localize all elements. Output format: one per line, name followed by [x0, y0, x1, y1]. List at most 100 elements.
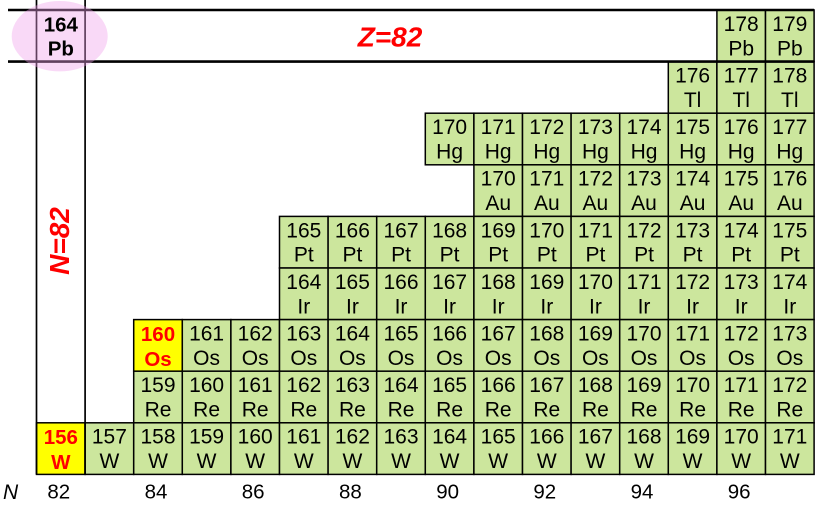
- svg-text:Z=82: Z=82: [357, 21, 423, 52]
- svg-text:Re: Re: [679, 399, 706, 422]
- svg-text:160: 160: [141, 323, 175, 346]
- svg-text:172: 172: [772, 374, 807, 397]
- svg-text:Re: Re: [193, 399, 220, 422]
- svg-text:Au: Au: [680, 192, 706, 215]
- svg-text:Os: Os: [193, 347, 220, 370]
- svg-text:166: 166: [481, 374, 516, 397]
- svg-text:Ir: Ir: [686, 295, 699, 318]
- svg-text:W: W: [342, 450, 362, 473]
- svg-text:157: 157: [92, 426, 127, 449]
- svg-text:159: 159: [189, 426, 224, 449]
- svg-text:Hg: Hg: [582, 141, 609, 164]
- svg-text:173: 173: [724, 271, 759, 294]
- svg-text:Re: Re: [145, 399, 172, 422]
- svg-text:163: 163: [335, 374, 370, 397]
- svg-text:168: 168: [481, 271, 516, 294]
- svg-text:164: 164: [335, 323, 370, 346]
- svg-text:W: W: [391, 450, 411, 473]
- svg-text:Ir: Ir: [783, 295, 796, 318]
- svg-text:Os: Os: [242, 347, 269, 370]
- svg-text:Os: Os: [388, 347, 415, 370]
- svg-text:162: 162: [286, 374, 321, 397]
- svg-text:Re: Re: [728, 399, 755, 422]
- svg-text:170: 170: [724, 426, 759, 449]
- svg-text:172: 172: [724, 323, 759, 346]
- svg-text:173: 173: [626, 168, 661, 191]
- svg-text:172: 172: [578, 168, 613, 191]
- svg-text:Os: Os: [631, 347, 658, 370]
- svg-text:166: 166: [432, 323, 467, 346]
- svg-text:W: W: [634, 450, 654, 473]
- svg-text:92: 92: [533, 480, 556, 503]
- svg-text:Re: Re: [533, 399, 560, 422]
- svg-text:170: 170: [432, 116, 467, 139]
- svg-text:166: 166: [335, 219, 370, 242]
- svg-text:Re: Re: [485, 399, 512, 422]
- svg-text:N=82: N=82: [44, 207, 75, 275]
- svg-text:W: W: [245, 450, 265, 473]
- svg-text:176: 176: [724, 116, 759, 139]
- svg-text:172: 172: [626, 219, 661, 242]
- svg-text:174: 174: [772, 271, 807, 294]
- svg-text:Pb: Pb: [48, 38, 74, 61]
- svg-text:Os: Os: [679, 347, 706, 370]
- svg-text:W: W: [585, 450, 605, 473]
- svg-text:90: 90: [436, 480, 459, 503]
- svg-text:Ir: Ir: [735, 295, 748, 318]
- svg-text:160: 160: [238, 426, 273, 449]
- svg-text:172: 172: [675, 271, 710, 294]
- svg-text:168: 168: [432, 219, 467, 242]
- svg-text:165: 165: [432, 374, 467, 397]
- svg-text:W: W: [294, 450, 314, 473]
- svg-text:177: 177: [772, 116, 807, 139]
- svg-text:165: 165: [335, 271, 370, 294]
- svg-text:175: 175: [675, 116, 710, 139]
- svg-text:Re: Re: [242, 399, 269, 422]
- svg-text:169: 169: [529, 271, 564, 294]
- svg-text:Re: Re: [582, 399, 609, 422]
- svg-text:Pt: Pt: [731, 244, 751, 267]
- svg-text:Au: Au: [534, 192, 560, 215]
- svg-text:169: 169: [626, 374, 661, 397]
- svg-text:Hg: Hg: [436, 141, 463, 164]
- svg-text:175: 175: [724, 168, 759, 191]
- svg-text:176: 176: [675, 65, 710, 88]
- svg-text:Os: Os: [533, 347, 560, 370]
- svg-text:Tl: Tl: [684, 89, 702, 112]
- svg-text:Hg: Hg: [631, 141, 658, 164]
- svg-text:173: 173: [578, 116, 613, 139]
- svg-text:Re: Re: [388, 399, 415, 422]
- svg-text:172: 172: [529, 116, 564, 139]
- svg-text:170: 170: [529, 219, 564, 242]
- svg-text:163: 163: [383, 426, 418, 449]
- svg-text:Tl: Tl: [781, 89, 799, 112]
- svg-text:167: 167: [529, 374, 564, 397]
- svg-text:166: 166: [383, 271, 418, 294]
- svg-text:160: 160: [189, 374, 224, 397]
- svg-text:W: W: [683, 450, 703, 473]
- svg-text:Pt: Pt: [780, 244, 800, 267]
- svg-text:Re: Re: [290, 399, 317, 422]
- svg-text:Hg: Hg: [776, 141, 803, 164]
- svg-text:177: 177: [724, 65, 759, 88]
- svg-text:179: 179: [772, 13, 807, 36]
- svg-text:165: 165: [481, 426, 516, 449]
- svg-text:174: 174: [626, 116, 661, 139]
- svg-text:173: 173: [772, 323, 807, 346]
- svg-text:174: 174: [724, 219, 759, 242]
- svg-text:176: 176: [772, 168, 807, 191]
- svg-text:Au: Au: [631, 192, 657, 215]
- svg-text:173: 173: [675, 219, 710, 242]
- svg-text:W: W: [440, 450, 460, 473]
- svg-text:W: W: [780, 450, 800, 473]
- svg-text:161: 161: [286, 426, 321, 449]
- svg-text:Re: Re: [776, 399, 803, 422]
- svg-text:162: 162: [335, 426, 370, 449]
- svg-text:175: 175: [772, 219, 807, 242]
- svg-text:Ir: Ir: [492, 295, 505, 318]
- svg-text:Hg: Hg: [728, 141, 755, 164]
- svg-text:171: 171: [626, 271, 661, 294]
- svg-text:82: 82: [47, 480, 70, 503]
- svg-text:Os: Os: [582, 347, 609, 370]
- svg-text:Au: Au: [485, 192, 511, 215]
